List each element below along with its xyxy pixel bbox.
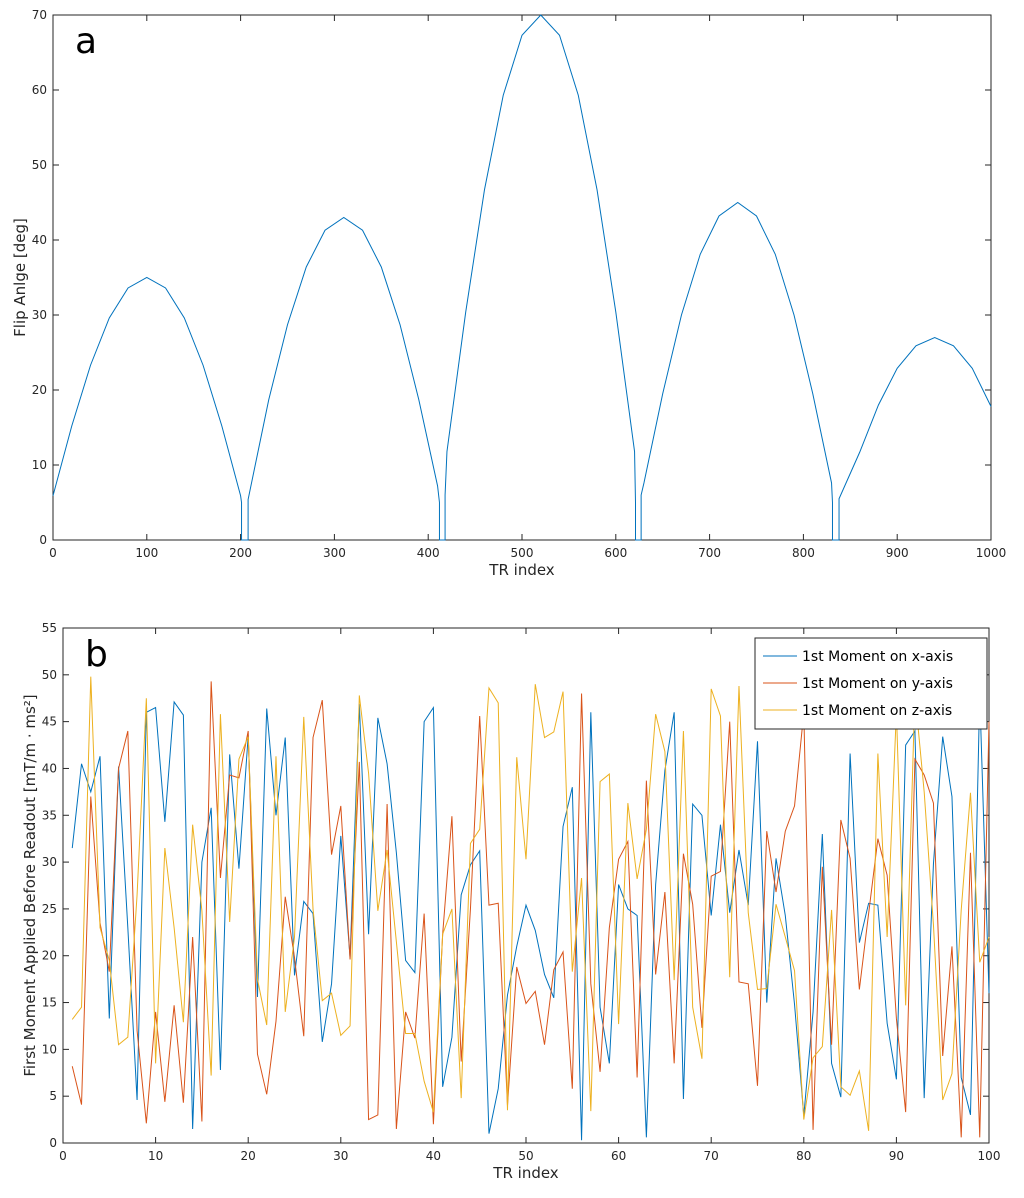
x-tick-label: 30 <box>333 1149 348 1163</box>
y-tick-label: 35 <box>42 808 57 822</box>
y-tick-label: 70 <box>32 8 47 22</box>
x-tick-label: 50 <box>518 1149 533 1163</box>
y-tick-label: 20 <box>42 949 57 963</box>
y-tick-label: 40 <box>42 761 57 775</box>
x-tick-label: 0 <box>59 1149 67 1163</box>
data-line <box>71 693 990 1141</box>
data-line <box>71 676 990 1131</box>
x-tick-label: 1000 <box>976 546 1007 560</box>
x-tick-label: 0 <box>49 546 57 560</box>
plot-area <box>52 14 992 541</box>
panel-label: b <box>85 634 108 675</box>
legend-label: 1st Moment on y-axis <box>802 676 953 692</box>
y-axis-label: Flip Anlge [deg] <box>11 218 29 337</box>
y-tick-label: 15 <box>42 996 57 1010</box>
y-tick-label: 5 <box>49 1089 57 1103</box>
y-tick-label: 0 <box>49 1136 57 1150</box>
data-line <box>52 14 992 541</box>
y-tick-label: 40 <box>32 233 47 247</box>
x-tick-label: 20 <box>241 1149 256 1163</box>
y-tick-label: 10 <box>32 458 47 472</box>
legend-label: 1st Moment on z-axis <box>802 703 952 719</box>
x-tick-label: 100 <box>978 1149 1001 1163</box>
y-tick-label: 30 <box>32 308 47 322</box>
x-tick-label: 100 <box>135 546 158 560</box>
y-tick-label: 10 <box>42 1042 57 1056</box>
y-axis-label: First Moment Applied Before Readout [mT/… <box>21 694 39 1076</box>
y-tick-label: 55 <box>42 621 57 635</box>
x-tick-label: 900 <box>886 546 909 560</box>
legend-label: 1st Moment on x-axis <box>802 649 953 665</box>
y-tick-label: 50 <box>32 158 47 172</box>
x-tick-label: 400 <box>417 546 440 560</box>
y-tick-label: 45 <box>42 715 57 729</box>
x-tick-label: 70 <box>704 1149 719 1163</box>
panel-label: a <box>75 21 97 62</box>
x-tick-label: 90 <box>889 1149 904 1163</box>
y-tick-label: 30 <box>42 855 57 869</box>
legend: 1st Moment on x-axis 1st Moment on y-axis… <box>754 637 988 730</box>
y-tick-label: 60 <box>32 83 47 97</box>
x-tick-label: 60 <box>611 1149 626 1163</box>
x-tick-label: 700 <box>698 546 721 560</box>
x-tick-label: 10 <box>148 1149 163 1163</box>
x-tick-label: 40 <box>426 1149 441 1163</box>
x-tick-label: 80 <box>796 1149 811 1163</box>
x-tick-label: 200 <box>229 546 252 560</box>
y-tick-label: 50 <box>42 668 57 682</box>
x-axis-label: TR index <box>492 1164 559 1182</box>
x-tick-label: 300 <box>323 546 346 560</box>
x-tick-label: 600 <box>604 546 627 560</box>
x-tick-label: 800 <box>792 546 815 560</box>
x-tick-label: 500 <box>511 546 534 560</box>
y-tick-label: 25 <box>42 902 57 916</box>
x-axis-label: TR index <box>488 561 555 579</box>
y-tick-label: 20 <box>32 383 47 397</box>
y-tick-label: 0 <box>39 533 47 547</box>
